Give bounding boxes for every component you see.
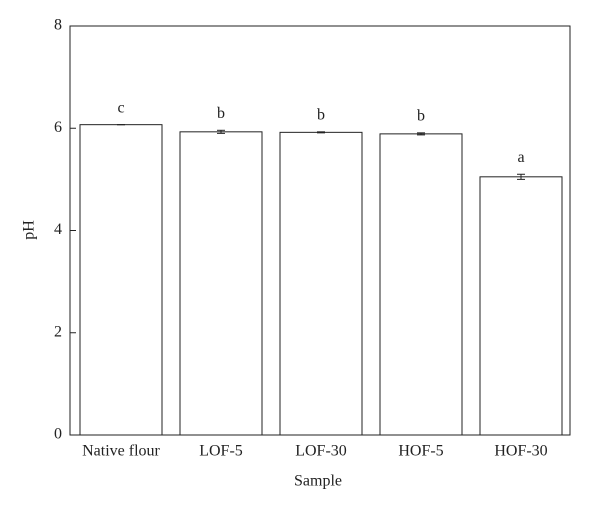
bar — [379, 133, 463, 436]
y-tick-label: 6 — [54, 119, 62, 136]
error-bar — [317, 131, 325, 134]
bar — [279, 131, 363, 436]
y-axis-label: pH — [21, 220, 38, 240]
significance-letter: b — [417, 108, 425, 125]
x-tick-label: LOF-30 — [295, 443, 347, 460]
significance-letter: a — [517, 149, 524, 166]
y-tick-label: 2 — [54, 323, 62, 340]
error-bar — [417, 132, 425, 136]
significance-letter: c — [117, 99, 124, 116]
significance-letter: b — [217, 105, 225, 122]
bar — [179, 131, 263, 436]
error-bar — [217, 129, 225, 134]
bar — [79, 124, 163, 436]
y-tick-label: 4 — [54, 221, 62, 238]
x-tick-label: HOF-30 — [494, 443, 547, 460]
y-tick-label: 8 — [54, 17, 62, 34]
x-axis-label: Sample — [294, 473, 342, 490]
x-tick-label: LOF-5 — [199, 443, 243, 460]
x-tick-label: HOF-5 — [398, 443, 443, 460]
bar — [479, 176, 563, 436]
error-bar — [517, 173, 525, 180]
significance-letter: b — [317, 107, 325, 124]
y-tick-label: 0 — [54, 426, 62, 443]
x-tick-label: Native flour — [82, 443, 160, 460]
